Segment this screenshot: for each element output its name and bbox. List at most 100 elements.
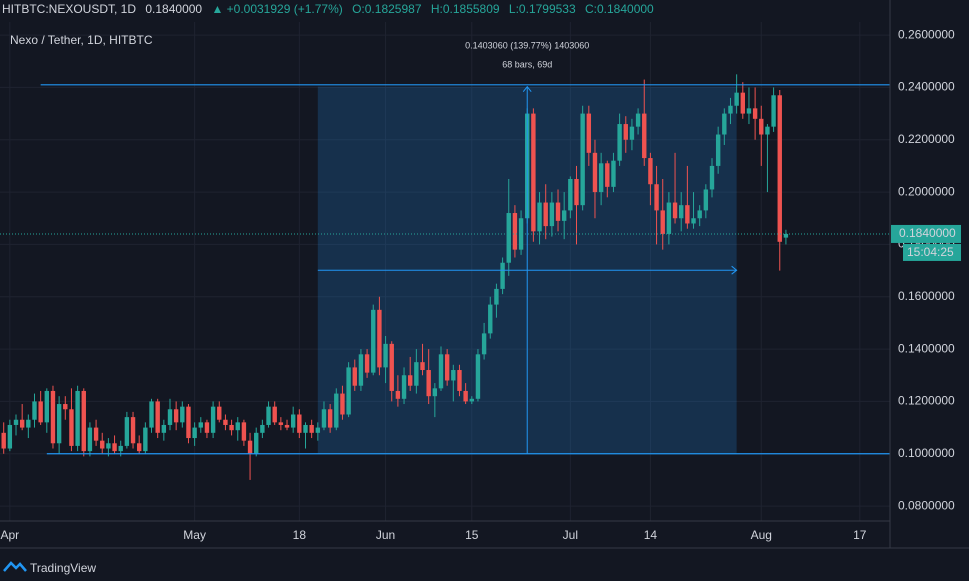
y-tick-label: 0.1200000 [898, 394, 955, 408]
candle-body [679, 205, 684, 219]
candle-body [648, 158, 653, 185]
candle-body [426, 370, 431, 397]
candle-body [56, 404, 62, 444]
chart-title: Nexo / Tether, 1D, HITBTC [10, 33, 153, 47]
candle-body [186, 406, 191, 439]
candle-body [746, 108, 752, 114]
candle-body [771, 95, 776, 127]
candle-body [765, 126, 770, 135]
candle-body [112, 443, 117, 452]
candle-body [481, 333, 487, 355]
candle-body [278, 422, 284, 425]
candle-body [432, 388, 438, 397]
candle-body [87, 427, 93, 452]
candle-body [561, 210, 567, 221]
y-tick-label: 0.2400000 [898, 80, 955, 94]
candle-body [728, 105, 733, 114]
x-tick-label: 15 [465, 528, 479, 542]
candle-body [247, 440, 253, 454]
candle-body [537, 202, 542, 232]
candle-body [586, 113, 592, 153]
candle-body [531, 113, 536, 232]
open: O:0.1825987 [352, 2, 422, 16]
candle-body [340, 393, 345, 415]
candle-body [327, 409, 333, 428]
x-tick-label: 18 [293, 528, 307, 542]
candle-body [629, 126, 635, 140]
candle-body [654, 184, 659, 211]
y-tick-label: 0.2000000 [898, 184, 955, 198]
candle-body [475, 354, 481, 399]
candle-body [241, 422, 247, 441]
measure-label: 0.1403060 (139.77%) 1403060 [465, 40, 589, 50]
close: C:0.1840000 [585, 2, 654, 16]
x-tick-label: May [183, 528, 206, 542]
candle-body [494, 288, 499, 305]
candle-body [143, 427, 148, 452]
candle-body [685, 205, 690, 224]
candle-body [315, 427, 321, 433]
candle-body [124, 417, 130, 446]
timer-box [903, 243, 961, 261]
y-tick-label: 0.0800000 [898, 498, 955, 512]
candle-body [444, 354, 450, 381]
candle-body [346, 367, 351, 415]
candle-body [666, 202, 672, 234]
candle-body [192, 427, 197, 439]
y-tick-label: 0.1400000 [898, 341, 955, 355]
candle-body [623, 124, 628, 140]
candle-body [752, 108, 758, 119]
candle-body [783, 233, 789, 238]
candle-body [642, 113, 647, 159]
x-tick-label: Apr [1, 528, 20, 542]
candle-body [13, 419, 19, 425]
candle-body [50, 390, 56, 444]
arrow-head [522, 85, 532, 92]
candle-body [734, 92, 739, 106]
candle-body [777, 95, 782, 242]
x-tick-label: 14 [644, 528, 658, 542]
candle-body [617, 124, 622, 161]
y-tick-label: 0.1000000 [898, 446, 955, 460]
candle-body [488, 304, 493, 334]
candle-body [506, 213, 511, 263]
arrow-head [731, 265, 738, 275]
candle-body [451, 370, 456, 381]
candle-body [592, 152, 598, 193]
candle-body [358, 354, 364, 386]
candle-body [321, 409, 327, 428]
high: H:0.1855809 [431, 2, 500, 16]
candle-body [75, 390, 80, 446]
symbol: HITBTC:NEXOUSDT, 1D [2, 2, 136, 16]
candle-body [210, 406, 216, 433]
candle-body [703, 189, 709, 211]
candle-body [297, 414, 302, 433]
candle-body [635, 113, 641, 127]
footer-brand: TradingView [30, 561, 96, 575]
header: HITBTC:NEXOUSDT, 1D 0.1840000 ▲ +0.00319… [2, 2, 654, 16]
candle-body [518, 218, 524, 250]
candle-body [130, 417, 136, 444]
logo [3, 561, 27, 572]
candle-body [438, 354, 444, 389]
low: L:0.1799533 [509, 2, 576, 16]
candle-body [759, 118, 764, 135]
x-tick-label: 17 [853, 528, 867, 542]
candle-body [691, 218, 696, 224]
candle-body [167, 409, 173, 425]
candle-body [149, 401, 154, 428]
candle-body [469, 398, 474, 402]
candle-body [180, 406, 185, 423]
candle-body [223, 419, 228, 425]
candle-body [574, 179, 579, 206]
candle-body [290, 414, 296, 428]
candle-body [161, 424, 167, 433]
candle-body [352, 367, 357, 386]
candle-body [401, 375, 407, 399]
candle-body [709, 165, 715, 190]
candle-body [217, 406, 222, 420]
candle-body [463, 390, 468, 402]
candle-body [266, 406, 271, 425]
candle-body [254, 432, 259, 454]
